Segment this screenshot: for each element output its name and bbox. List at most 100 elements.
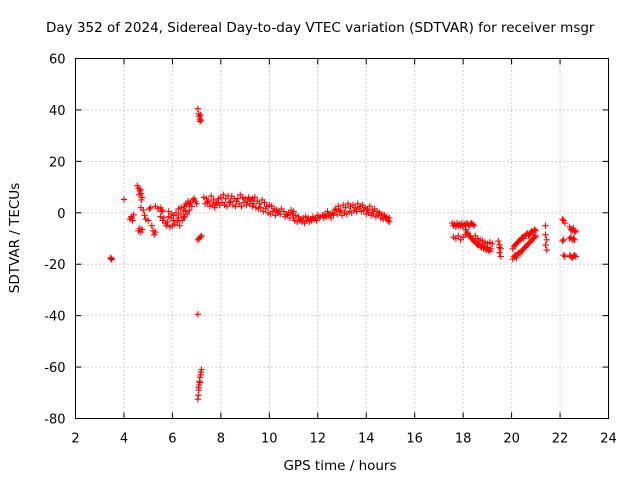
x-tick-labels: 2 4 6 8 10 12 14 16 18 20 22 24 [71, 432, 616, 447]
data-point [205, 198, 212, 205]
data-point [147, 204, 154, 211]
data-point [251, 194, 258, 201]
data-point [207, 192, 215, 200]
data-point [107, 255, 115, 262]
x-tick-label: 22 [552, 432, 569, 447]
data-point [210, 196, 217, 204]
data-point [571, 252, 578, 259]
data-point [195, 384, 202, 391]
data-point [197, 117, 205, 124]
data-point [204, 199, 211, 206]
data-point [561, 219, 569, 227]
data-point [194, 105, 202, 112]
data-point [542, 241, 549, 249]
data-point [136, 225, 143, 232]
y-tick-labels: -80 -60 -40 -20 0 20 40 60 [44, 53, 65, 428]
data-point [220, 191, 227, 198]
data-point [470, 222, 478, 229]
y-tick-label: -80 [44, 413, 65, 428]
data-point [455, 232, 462, 240]
data-point [495, 237, 502, 245]
data-point [531, 226, 538, 233]
data-point [238, 203, 245, 210]
data-point [487, 245, 495, 252]
data-point [277, 210, 284, 218]
data-point [128, 214, 135, 222]
data-point [226, 199, 233, 206]
y-tick-label: 20 [49, 155, 66, 170]
data-point [211, 204, 219, 211]
data-point [497, 245, 504, 252]
chart-title: Day 352 of 2024, Sidereal Day-to-day VTE… [46, 20, 595, 36]
data-point [186, 207, 193, 214]
data-point [261, 199, 268, 206]
x-tick-label: 8 [217, 432, 225, 447]
data-point [197, 234, 204, 241]
x-axis-label: GPS time / hours [283, 458, 396, 474]
data-point [560, 236, 567, 243]
data-point [336, 208, 343, 215]
y-tick-label: -40 [44, 310, 65, 325]
data-point [232, 203, 239, 210]
data-point [135, 191, 143, 198]
data-point [140, 207, 147, 214]
x-tick-label: 14 [358, 432, 375, 447]
x-tick-label: 16 [406, 432, 423, 447]
data-point [532, 232, 540, 240]
data-point [196, 379, 203, 386]
data-point [463, 228, 470, 236]
data-point [513, 254, 520, 261]
data-point [489, 240, 496, 247]
data-point [180, 214, 187, 222]
data-points [107, 105, 579, 403]
data-point [138, 196, 145, 204]
tick-marks [75, 58, 609, 419]
grid [75, 58, 609, 419]
x-tick-label: 24 [600, 432, 617, 447]
data-point [559, 216, 566, 223]
data-point [108, 256, 116, 263]
data-point [269, 208, 277, 215]
data-point [160, 214, 168, 222]
data-point [158, 208, 165, 215]
plot-frame [75, 58, 609, 419]
data-point [386, 218, 393, 225]
data-point [243, 201, 250, 209]
data-point [542, 222, 549, 229]
data-point [384, 217, 392, 224]
data-point [144, 217, 152, 224]
data-point [497, 253, 504, 260]
data-point [188, 203, 195, 210]
data-point [571, 236, 578, 243]
data-point [174, 218, 181, 225]
data-point [570, 235, 577, 242]
x-tick-label: 4 [120, 432, 128, 447]
data-point [342, 204, 349, 211]
data-point [335, 203, 342, 210]
data-point [198, 232, 205, 240]
data-point [247, 196, 255, 204]
y-tick-label: 0 [57, 207, 65, 222]
x-tick-label: 18 [455, 432, 472, 447]
data-point [177, 210, 185, 218]
data-point [212, 200, 220, 207]
data-point [193, 200, 200, 207]
data-point [146, 205, 153, 213]
data-point [137, 186, 144, 193]
data-point [183, 210, 191, 218]
data-point [256, 200, 263, 207]
data-point [152, 228, 159, 236]
data-point [330, 212, 337, 219]
data-point [157, 213, 164, 220]
data-point [331, 207, 338, 214]
data-point [469, 221, 477, 228]
data-point [223, 203, 231, 210]
data-point [289, 210, 296, 218]
data-point [543, 246, 550, 254]
data-point [250, 200, 257, 207]
data-point [572, 227, 579, 234]
data-point [560, 252, 567, 259]
data-point [525, 232, 532, 240]
x-tick-label: 12 [309, 432, 326, 447]
